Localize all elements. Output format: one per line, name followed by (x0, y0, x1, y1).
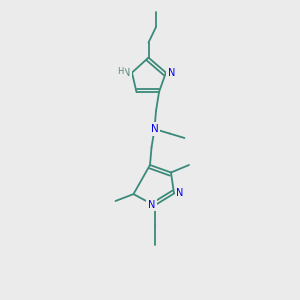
Text: N: N (148, 200, 155, 210)
Text: N: N (123, 68, 130, 78)
Text: N: N (168, 68, 175, 78)
Text: N: N (151, 124, 158, 134)
Text: H: H (117, 68, 124, 76)
Text: N: N (176, 188, 184, 199)
